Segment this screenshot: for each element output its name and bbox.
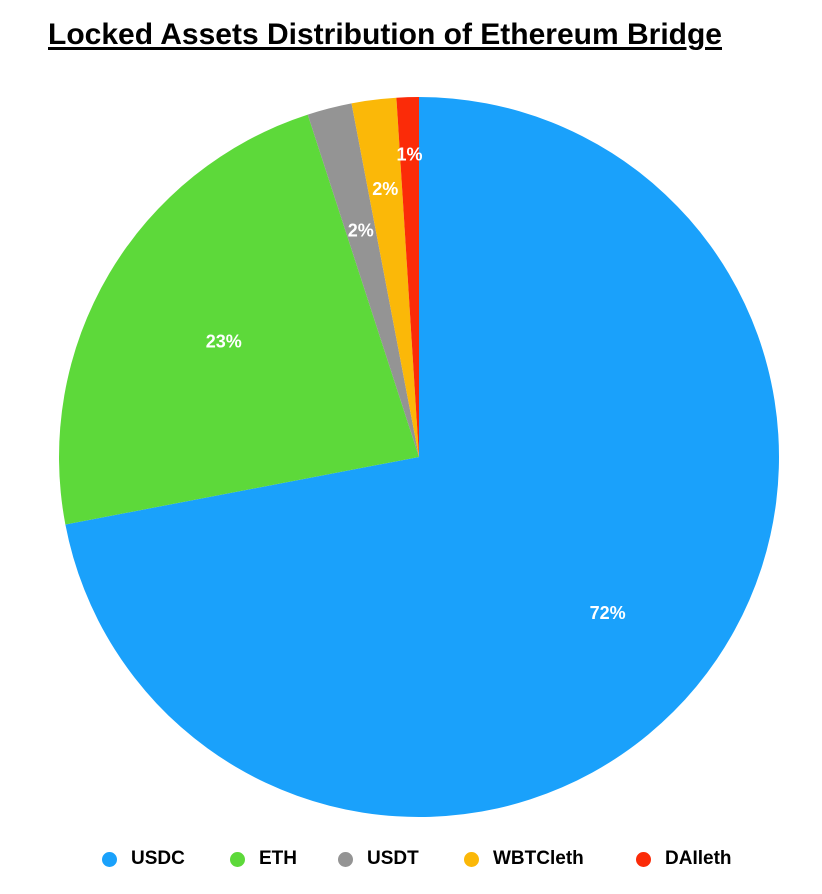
legend-label-usdt: USDT	[367, 848, 419, 869]
pie-slice-eth	[59, 114, 419, 525]
pie-slices	[59, 97, 780, 817]
legend-label-wbtcleth: WBTCleth	[493, 848, 584, 869]
legend-swatch-wbtcleth	[464, 851, 479, 867]
legend-item-wbtcleth: WBTCleth	[464, 848, 584, 870]
slice-label-usdc: 72%	[590, 603, 626, 623]
legend-item-usdc: USDC	[102, 848, 185, 870]
pie-slice-usdt	[307, 103, 419, 457]
slice-label-wbtcleth: 2%	[372, 179, 398, 199]
legend-item-daileth: DAIleth	[636, 848, 732, 870]
legend-item-usdt: USDT	[338, 848, 419, 870]
slice-label-usdt: 2%	[348, 220, 374, 240]
legend-swatch-usdc	[102, 851, 117, 867]
pie-slice-wbtcleth	[351, 97, 419, 458]
chart-title: Locked Assets Distribution of Ethereum B…	[48, 18, 722, 51]
pie-value-labels: 72% 23% 2% 2% 1%	[206, 145, 626, 623]
legend-label-eth: ETH	[259, 848, 297, 869]
legend-label-usdc: USDC	[131, 848, 185, 869]
slice-label-eth: 23%	[206, 332, 242, 352]
pie-slice-usdc	[65, 97, 780, 817]
pie-slice-daileth	[396, 97, 419, 457]
legend-swatch-daileth	[636, 851, 651, 867]
legend-swatch-eth	[230, 851, 245, 867]
legend-label-daileth: DAIleth	[665, 848, 732, 869]
legend: USDC ETH USDT WBTCleth DAIleth	[0, 848, 822, 878]
legend-swatch-usdt	[338, 851, 353, 867]
slice-label-daileth: 1%	[396, 145, 422, 165]
legend-item-eth: ETH	[230, 848, 297, 870]
